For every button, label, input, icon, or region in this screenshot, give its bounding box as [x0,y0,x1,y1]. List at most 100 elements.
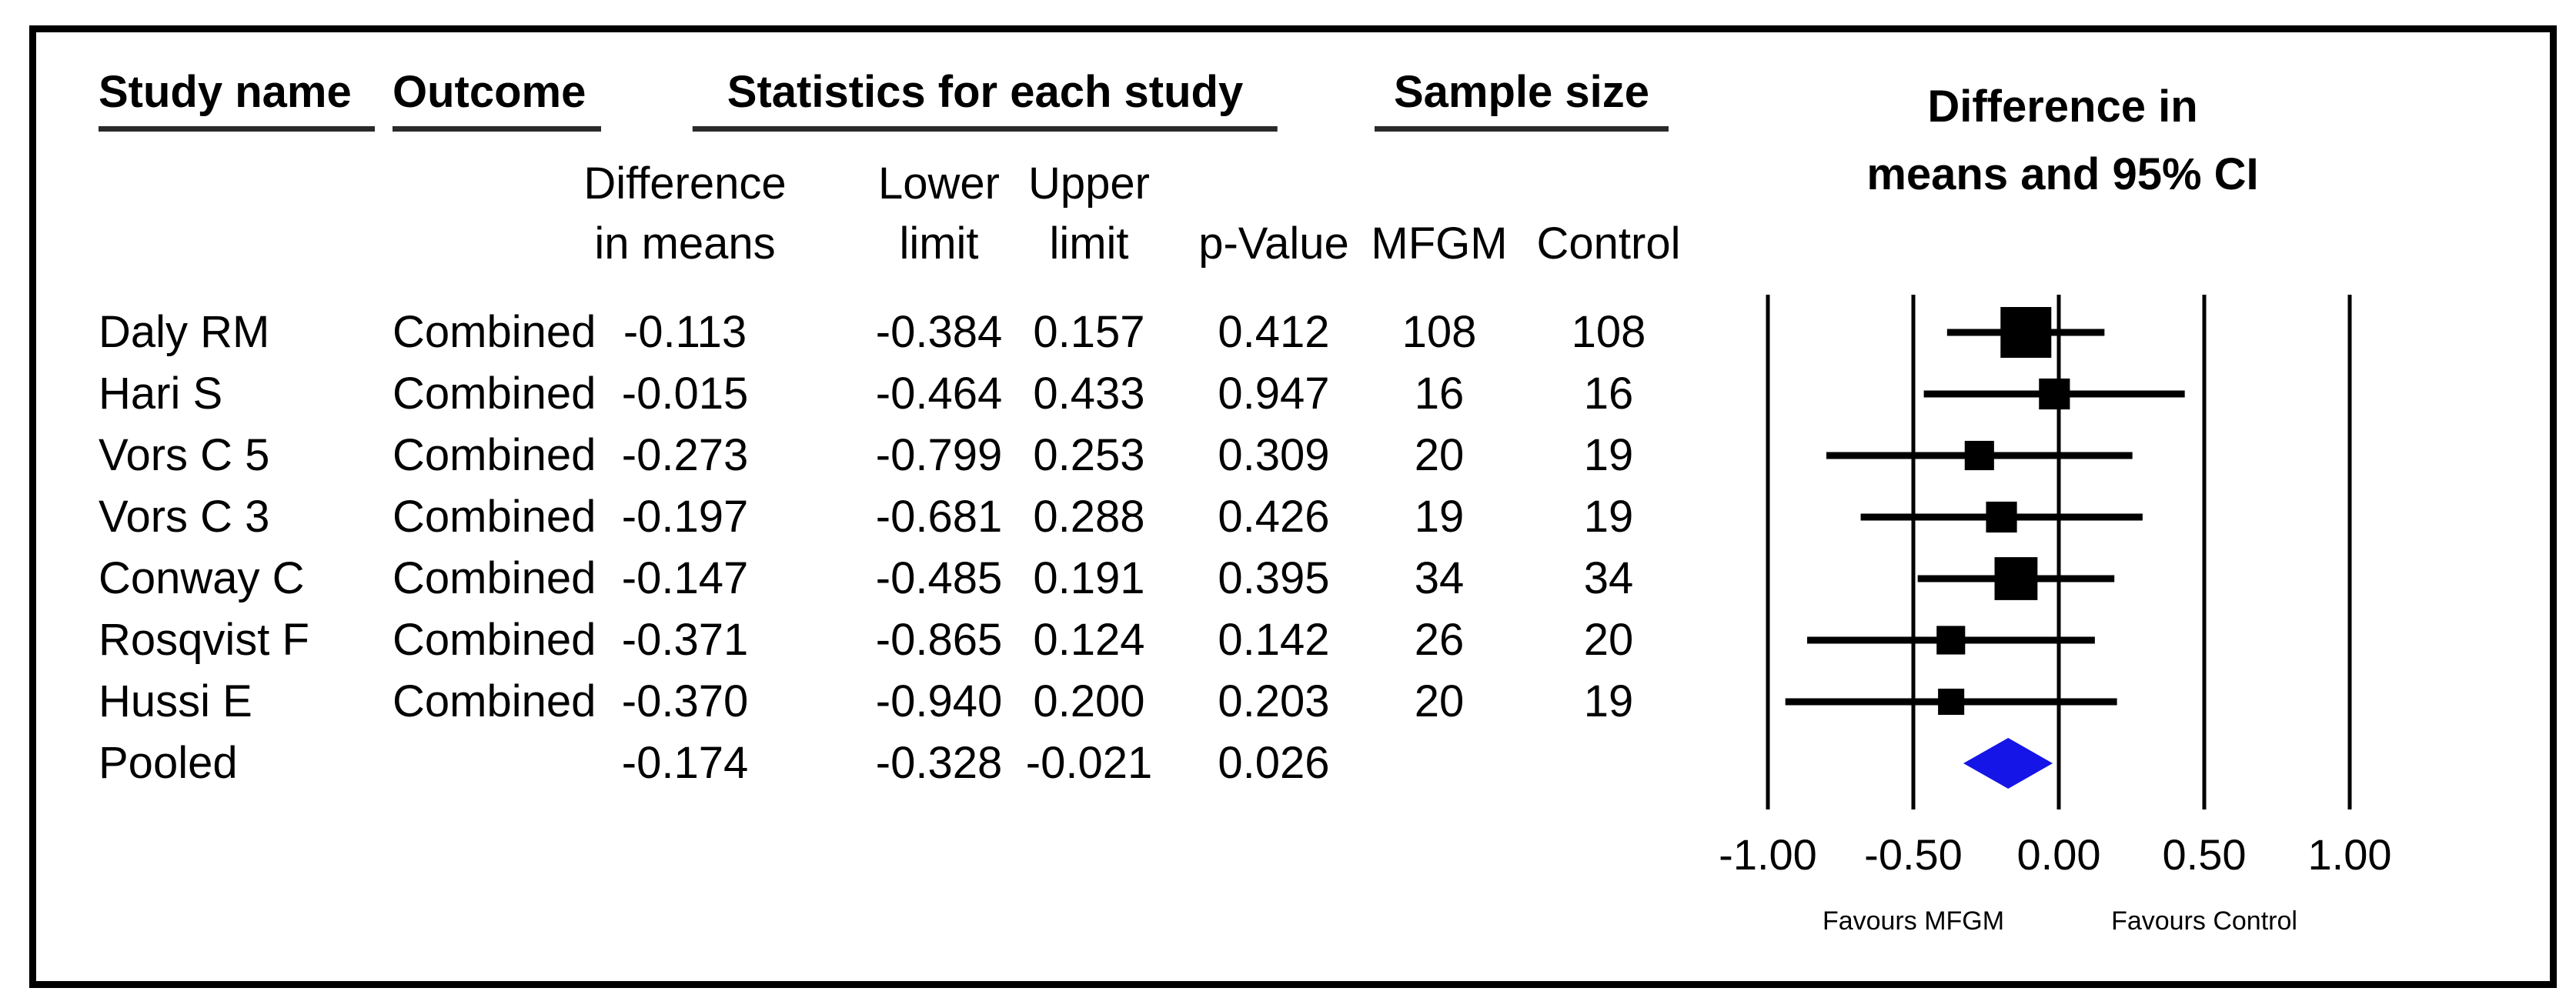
table-row: Vors C 5 Combined -0.273 -0.799 0.253 0.309 20… [0,425,1693,486]
x-tick-label: 0.50 [2163,830,2247,879]
cell-diff-in-means: -0.113 [623,307,747,357]
cell-study-name: Vors C 3 [99,492,270,542]
cell-diff-in-means: -0.370 [621,676,749,726]
cell-study-name: Vors C 5 [99,430,270,480]
figure-border [29,25,2557,988]
cell-n-control: 20 [1583,615,1634,665]
col-header-outcome: Outcome [393,68,602,132]
cell-n-control: 19 [1583,492,1634,542]
cell-outcome: Combined [393,553,596,603]
pooled-diamond [1963,738,2053,789]
cell-p-value: 0.142 [1218,615,1330,665]
col-header-sample-size-group: Sample size [1374,68,1669,132]
plot-title-line1: Difference in [1927,82,2198,132]
study-square [2039,378,2070,410]
cell-n-control: 19 [1583,430,1634,480]
cell-study-name: Rosqvist F [99,615,309,665]
cell-outcome: Combined [393,307,596,357]
cell-n-control: 16 [1583,369,1634,419]
cell-outcome: Combined [393,676,596,726]
cell-n-control: 19 [1583,676,1634,726]
favours-mfgm-label: Favours MFGM [1823,906,2004,936]
table-row: Conway C Combined -0.147 -0.485 0.191 0.395 34… [0,548,1693,609]
cell-n-mfgm: 26 [1414,615,1465,665]
cell-study-name: Hari S [99,369,223,419]
table-row: Hari S Combined -0.015 -0.464 0.433 0.947 16 16 [0,363,1693,425]
cell-study-name: Daly RM [99,307,270,357]
cell-p-value: 0.026 [1218,738,1330,788]
cell-p-value: 0.309 [1218,430,1330,480]
subheader-lower-line1: Lower [878,159,1000,209]
cell-diff-in-means: -0.174 [621,738,749,788]
table-row-pooled: Pooled -0.174 -0.328 -0.021 0.026 [0,733,1693,794]
study-square [1938,688,1965,716]
study-square [1964,440,1994,471]
study-square [1986,501,2017,533]
subheader-difference-in-means: Difference in means [583,154,786,274]
subheader-p-value: p-Value [1198,219,1349,269]
cell-lower-limit: -0.384 [875,307,1003,357]
cell-study-name: Pooled [99,738,238,788]
cell-outcome: Combined [393,615,596,665]
subheader-difference-line2: in means [594,219,776,269]
cell-study-name: Conway C [99,553,305,603]
cell-lower-limit: -0.865 [875,615,1003,665]
cell-diff-in-means: -0.015 [621,369,749,419]
cell-diff-in-means: -0.371 [621,615,749,665]
cell-upper-limit: 0.433 [1033,369,1145,419]
forest-plot: -1.00 -0.50 0.00 0.50 1.00 Favours MFGM Favour… [1719,295,2392,936]
study-square [1936,626,1966,655]
cell-lower-limit: -0.464 [875,369,1003,419]
cell-n-mfgm: 16 [1414,369,1465,419]
subheader-control: Control [1536,219,1681,269]
table-row: Hussi E Combined -0.370 -0.940 0.200 0.203 20 1… [0,671,1693,733]
cell-study-name: Hussi E [99,676,252,726]
subheader-difference-line1: Difference [583,159,787,209]
cell-diff-in-means: -0.197 [621,492,749,542]
cell-lower-limit: -0.485 [875,553,1003,603]
cell-upper-limit: 0.191 [1033,553,1145,603]
cell-n-control: 108 [1571,307,1646,357]
study-square [2000,307,2052,358]
cell-n-mfgm: 19 [1414,492,1465,542]
cell-n-mfgm: 108 [1402,307,1477,357]
cell-n-mfgm: 20 [1414,676,1465,726]
x-tick-label: 1.00 [2308,830,2392,879]
subheader-mfgm: MFGM [1371,219,1508,269]
cell-n-control: 34 [1583,553,1634,603]
study-square [1994,557,2038,600]
cell-p-value: 0.395 [1218,553,1330,603]
cell-upper-limit: 0.288 [1033,492,1145,542]
col-header-study-name: Study name [99,68,375,132]
x-tick-label: 0.00 [2017,830,2101,879]
cell-diff-in-means: -0.273 [621,430,749,480]
cell-outcome: Combined [393,369,596,419]
cell-outcome: Combined [393,430,596,480]
table-row: Daly RM Combined -0.113 -0.384 0.157 0.412 108… [0,302,1693,363]
cell-outcome: Combined [393,492,596,542]
cell-upper-limit: 0.124 [1033,615,1145,665]
cell-n-mfgm: 34 [1414,553,1465,603]
col-header-statistics-group: Statistics for each study [692,68,1278,132]
cell-lower-limit: -0.328 [875,738,1003,788]
subheader-upper-line1: Upper [1028,159,1150,209]
cell-upper-limit: 0.253 [1033,430,1145,480]
cell-p-value: 0.947 [1218,369,1330,419]
subheader-upper-line2: limit [1049,219,1129,269]
cell-lower-limit: -0.681 [875,492,1003,542]
subheader-lower-line2: limit [899,219,979,269]
subheader-lower-limit: Lower limit [878,154,1000,274]
plot-title: Difference in means and 95% CI [1866,73,2258,209]
cell-upper-limit: 0.157 [1033,307,1145,357]
favours-control-label: Favours Control [2111,906,2297,936]
x-tick-label: -1.00 [1719,830,1817,879]
plot-title-line2: means and 95% CI [1866,149,2259,199]
x-tick-label: -0.50 [1864,830,1963,879]
cell-lower-limit: -0.799 [875,430,1003,480]
cell-p-value: 0.203 [1218,676,1330,726]
cell-upper-limit: 0.200 [1033,676,1145,726]
cell-p-value: 0.426 [1218,492,1330,542]
table-row: Rosqvist F Combined -0.371 -0.865 0.124 0.142… [0,609,1693,671]
cell-p-value: 0.412 [1218,307,1330,357]
